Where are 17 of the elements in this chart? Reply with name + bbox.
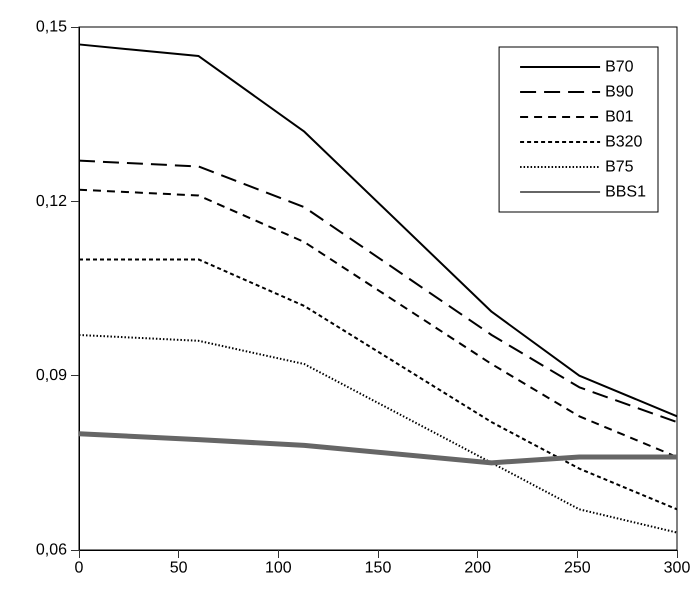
- x-tick-label: 200: [464, 560, 492, 576]
- x-tick-label: 250: [564, 560, 591, 576]
- x-tick-label: 50: [170, 560, 188, 576]
- legend-label: B70: [605, 58, 634, 76]
- x-tick-label: 300: [664, 560, 690, 576]
- legend-label: B01: [605, 108, 634, 126]
- y-tick-label: 0,12: [36, 192, 68, 210]
- legend-label: BBS1: [605, 184, 646, 200]
- x-tick-label: 0: [74, 560, 84, 576]
- y-tick-label: 0,09: [36, 367, 68, 384]
- x-tick-label: 100: [264, 560, 292, 576]
- legend-label: B320: [605, 134, 643, 150]
- y-tick-label: 0,06: [36, 542, 68, 558]
- x-tick-label: 150: [364, 560, 392, 576]
- legend-label: B90: [605, 84, 634, 100]
- y-tick-label: 0,15: [36, 18, 68, 36]
- legend-label: B75: [605, 158, 634, 176]
